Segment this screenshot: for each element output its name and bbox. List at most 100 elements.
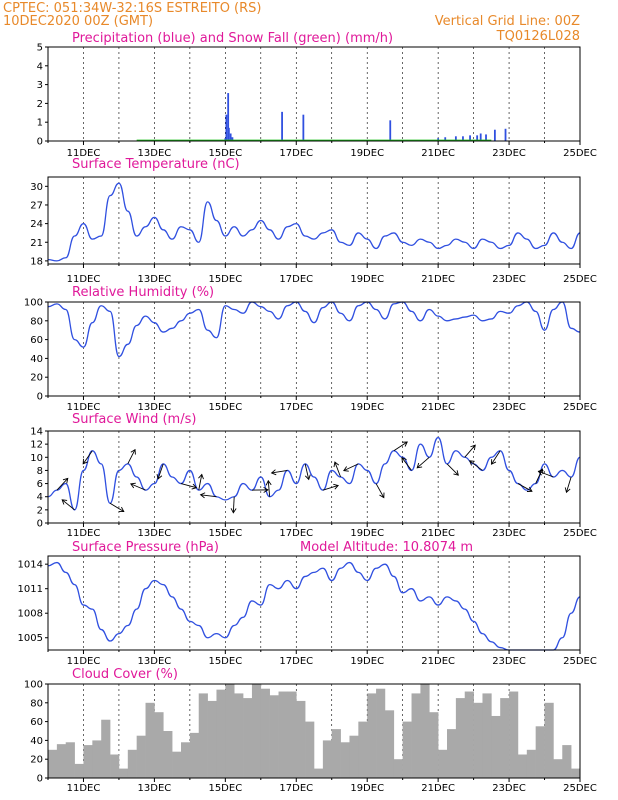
precip-bar bbox=[302, 114, 305, 141]
x-tick-label: 15DEC bbox=[208, 528, 242, 539]
x-tick-label: 15DEC bbox=[208, 274, 242, 285]
x-tick-label: 25DEC bbox=[563, 148, 597, 159]
wind-arrow-head bbox=[191, 483, 198, 490]
precip-bar bbox=[504, 128, 507, 141]
x-tick-label: 25DEC bbox=[563, 783, 597, 794]
x-tick-label: 25DEC bbox=[563, 656, 597, 667]
wind-arrow-head bbox=[491, 459, 497, 465]
y-tick-label: 20 bbox=[30, 755, 43, 766]
panel-1: Surface Temperature (nC) 18 21 24 27 30 11DEC 1… bbox=[30, 157, 597, 285]
precip-bar bbox=[281, 111, 283, 141]
x-tick-label: 21DEC bbox=[421, 528, 455, 539]
wind-arrow-head bbox=[62, 477, 69, 484]
panel-5: Cloud Cover (%) 0 20 40 60 80 100 11DEC 13DEC 15D… bbox=[24, 667, 597, 794]
x-tick-label: 15DEC bbox=[208, 148, 242, 159]
y-tick-label: 0 bbox=[37, 774, 43, 785]
cloud-bar bbox=[110, 754, 120, 778]
cloud-bar bbox=[207, 700, 217, 778]
cloud-bar bbox=[349, 735, 359, 778]
cloud-bar bbox=[535, 726, 545, 778]
x-tick-label: 23DEC bbox=[492, 148, 526, 159]
cloud-bar bbox=[340, 742, 350, 778]
precip-bar bbox=[224, 138, 227, 141]
wind-arrow bbox=[271, 469, 288, 474]
y-tick-label: 14 bbox=[30, 427, 43, 438]
panel-frame bbox=[47, 176, 581, 265]
wind-arrow bbox=[200, 494, 217, 498]
panel-3: Surface Wind (m/s) 0 2 4 6 8 10 12 14 11DEC 13DEC 1… bbox=[30, 412, 597, 539]
y-tick-label: 8 bbox=[37, 466, 43, 477]
cloud-bar bbox=[438, 749, 448, 778]
cloud-bar bbox=[65, 742, 75, 778]
precip-bar bbox=[479, 133, 482, 141]
wind-arrow-head bbox=[526, 486, 533, 492]
x-tick-label: 25DEC bbox=[563, 274, 597, 285]
panel-subtitle: Model Altitude: 10.8074 m bbox=[300, 540, 473, 555]
y-tick-label: 2 bbox=[37, 505, 43, 516]
y-tick-label: 0 bbox=[37, 137, 43, 148]
cloud-bar bbox=[234, 693, 244, 778]
x-tick-label: 21DEC bbox=[421, 148, 455, 159]
cloud-bar bbox=[429, 712, 439, 778]
panel-frame bbox=[47, 683, 581, 779]
precip-bar bbox=[462, 136, 464, 141]
panel-title: Surface Temperature (nC) bbox=[72, 157, 240, 172]
wind-arrow-head bbox=[156, 474, 163, 480]
precip-bar bbox=[437, 138, 440, 141]
cloud-bar bbox=[260, 688, 270, 778]
series-line bbox=[47, 561, 581, 651]
y-tick-label: 24 bbox=[30, 219, 43, 230]
cloud-bar bbox=[154, 712, 164, 778]
x-tick-label: 19DEC bbox=[350, 656, 384, 667]
wind-arrow-head bbox=[379, 492, 385, 499]
wind-arrow-head bbox=[468, 460, 475, 466]
wind-arrow bbox=[393, 441, 408, 452]
x-tick-label: 15DEC bbox=[208, 402, 242, 413]
wind-arrow-head bbox=[265, 479, 272, 486]
x-tick-label: 21DEC bbox=[421, 274, 455, 285]
cloud-bar bbox=[411, 693, 421, 778]
precip-bar bbox=[227, 93, 230, 141]
wind-arrow bbox=[469, 460, 483, 471]
wind-arrow-head bbox=[198, 473, 204, 480]
x-tick-label: 11DEC bbox=[67, 656, 101, 667]
wind-arrow bbox=[61, 499, 75, 511]
x-tick-label: 11DEC bbox=[67, 402, 101, 413]
wind-arrow-head bbox=[199, 492, 206, 499]
x-tick-label: 17DEC bbox=[279, 402, 313, 413]
cloud-bar bbox=[491, 715, 501, 778]
cloud-bar bbox=[447, 729, 457, 778]
cloud-bar bbox=[269, 695, 279, 778]
x-tick-label: 17DEC bbox=[279, 528, 313, 539]
wind-arrow bbox=[232, 496, 235, 513]
wind-arrow bbox=[535, 468, 543, 484]
cloud-bar bbox=[56, 744, 67, 778]
cloud-bar bbox=[189, 732, 200, 778]
header-station: CPTEC: 051:34W-32:16S ESTREITO (RS) bbox=[3, 1, 261, 16]
wind-arrow-head bbox=[416, 462, 423, 469]
cloud-bar bbox=[216, 689, 226, 778]
y-tick-label: 100 bbox=[24, 298, 43, 309]
wind-arrow-head bbox=[270, 469, 277, 476]
x-tick-label: 25DEC bbox=[563, 528, 597, 539]
x-tick-label: 23DEC bbox=[492, 783, 526, 794]
precip-bar bbox=[469, 135, 471, 141]
precip-bar bbox=[231, 137, 234, 141]
cloud-bar bbox=[376, 688, 386, 778]
x-tick-label: 19DEC bbox=[350, 148, 384, 159]
precip-bar bbox=[225, 114, 228, 141]
x-tick-label: 19DEC bbox=[350, 783, 384, 794]
wind-arrow-head bbox=[304, 474, 311, 481]
cloud-bar bbox=[136, 735, 146, 778]
panel-title: Surface Pressure (hPa) bbox=[72, 540, 219, 555]
y-tick-label: 12 bbox=[30, 440, 43, 451]
precip-bar bbox=[229, 133, 232, 141]
wind-arrow-head bbox=[402, 441, 408, 447]
wind-arrow bbox=[464, 444, 476, 458]
wind-arrow bbox=[322, 485, 339, 491]
panel-2: Relative Humidity (%) 0 20 40 60 80 100 11DEC 13… bbox=[24, 285, 597, 413]
wind-arrow-head bbox=[118, 506, 125, 512]
y-tick-label: 0 bbox=[37, 392, 43, 403]
cloud-bar bbox=[92, 740, 102, 778]
